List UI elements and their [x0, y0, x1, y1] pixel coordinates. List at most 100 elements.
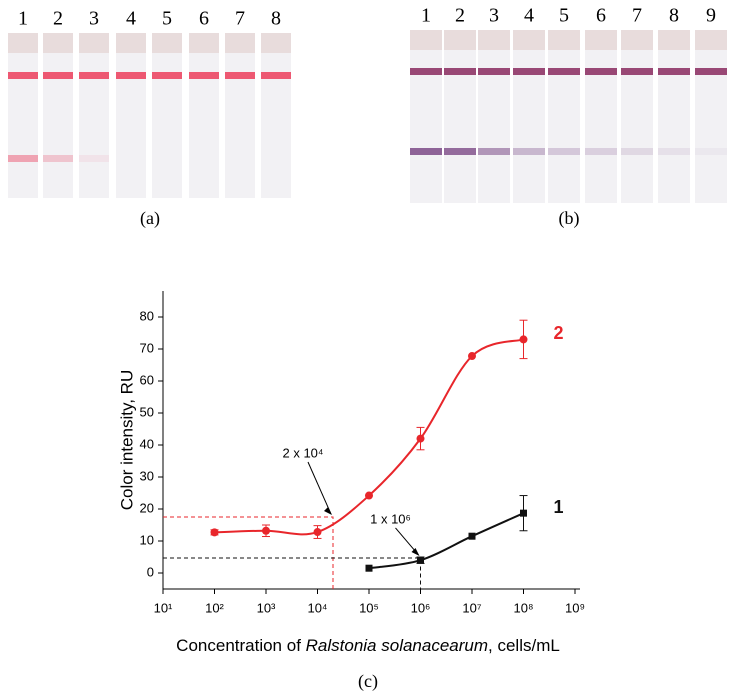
point	[313, 528, 322, 537]
control-line	[585, 68, 617, 75]
strip-pad	[585, 30, 617, 50]
x-tick-label: 10⁵	[359, 600, 379, 615]
x-tick-label: 10⁸	[514, 600, 534, 615]
strip-pad	[189, 33, 219, 53]
arrow-head	[324, 507, 333, 515]
test-line	[79, 155, 109, 162]
y-tick-label: 50	[140, 404, 154, 419]
lane-label: 7	[632, 5, 642, 27]
x-tick-label: 10⁹	[565, 600, 585, 615]
test-line	[410, 148, 442, 155]
lane-label: 2	[53, 8, 63, 30]
strip	[478, 30, 510, 203]
strip	[225, 33, 255, 198]
point	[365, 564, 373, 572]
strip	[548, 30, 580, 203]
strip	[695, 30, 727, 203]
annotation: 2 x 10⁴	[283, 445, 324, 460]
lane-label: 1	[421, 5, 431, 27]
y-tick-label: 0	[147, 564, 154, 579]
series-curve	[214, 338, 524, 536]
lane-label: 4	[126, 8, 136, 30]
x-tick-label: 10¹	[154, 600, 173, 615]
y-tick-label: 20	[140, 500, 154, 515]
lane-label: 8	[669, 5, 679, 27]
point	[416, 434, 425, 443]
control-line	[225, 72, 255, 79]
strip-pad	[116, 33, 146, 53]
control-line	[8, 72, 38, 79]
strip	[658, 30, 690, 203]
lane-label: 3	[89, 8, 99, 30]
strip	[43, 33, 73, 198]
lane-label: 1	[18, 8, 28, 30]
strip	[79, 33, 109, 198]
y-tick-label: 80	[140, 308, 154, 323]
point	[262, 526, 270, 535]
test-line	[513, 148, 545, 155]
y-tick-label: 40	[140, 436, 154, 451]
y-tick-label: 30	[140, 468, 154, 483]
control-line	[444, 68, 476, 75]
panel-label: (a)	[140, 208, 160, 229]
control-line	[43, 72, 73, 79]
strip-pad	[8, 33, 38, 53]
point	[210, 528, 219, 537]
series-label: 2	[554, 323, 564, 343]
strip-pad	[444, 30, 476, 50]
arrow-head	[411, 547, 420, 556]
control-line	[695, 68, 727, 75]
strip	[189, 33, 219, 198]
test-line	[43, 155, 73, 162]
annotation: 1 x 10⁶	[370, 511, 411, 526]
x-label-part: , cells/mL	[488, 636, 560, 655]
strip	[444, 30, 476, 203]
panel-label: (c)	[358, 671, 378, 692]
strip	[261, 33, 291, 198]
annotation-arrow	[307, 461, 332, 515]
lane-label: 6	[199, 8, 209, 30]
test-line	[621, 148, 653, 155]
y-tick-label: 60	[140, 372, 154, 387]
lane-label: 6	[596, 5, 606, 27]
strip-pad	[225, 33, 255, 53]
x-axis-label: Concentration of Ralstonia solanacearum,…	[176, 636, 560, 655]
test-line	[658, 148, 690, 155]
x-label-part: Ralstonia solanacearum	[306, 636, 488, 655]
control-line	[189, 72, 219, 79]
x-tick-label: 10⁶	[411, 600, 431, 615]
strip-pad	[548, 30, 580, 50]
control-line	[152, 72, 182, 79]
control-line	[513, 68, 545, 75]
control-line	[410, 68, 442, 75]
test-line	[585, 148, 617, 155]
test-line	[695, 148, 727, 155]
panel-label: (b)	[559, 208, 580, 229]
point	[365, 491, 373, 500]
strip-pad	[478, 30, 510, 50]
point	[417, 556, 424, 564]
control-line	[621, 68, 653, 75]
test-line	[8, 155, 38, 162]
test-line	[444, 148, 476, 155]
strip-pad	[410, 30, 442, 50]
point	[520, 509, 527, 517]
strip	[8, 33, 38, 198]
x-tick-label: 10³	[257, 600, 276, 615]
control-line	[658, 68, 690, 75]
point	[468, 352, 476, 361]
strip	[116, 33, 146, 198]
strip-pad	[79, 33, 109, 53]
strip-pad	[695, 30, 727, 50]
series-curve	[368, 512, 524, 570]
control-line	[478, 68, 510, 75]
lane-label: 4	[524, 5, 534, 27]
x-tick-label: 10⁷	[462, 600, 481, 615]
point	[468, 532, 476, 540]
strip-pad	[513, 30, 545, 50]
lane-label: 5	[162, 8, 172, 30]
strip	[585, 30, 617, 203]
lane-label: 8	[271, 8, 281, 30]
y-tick-label: 70	[140, 340, 154, 355]
